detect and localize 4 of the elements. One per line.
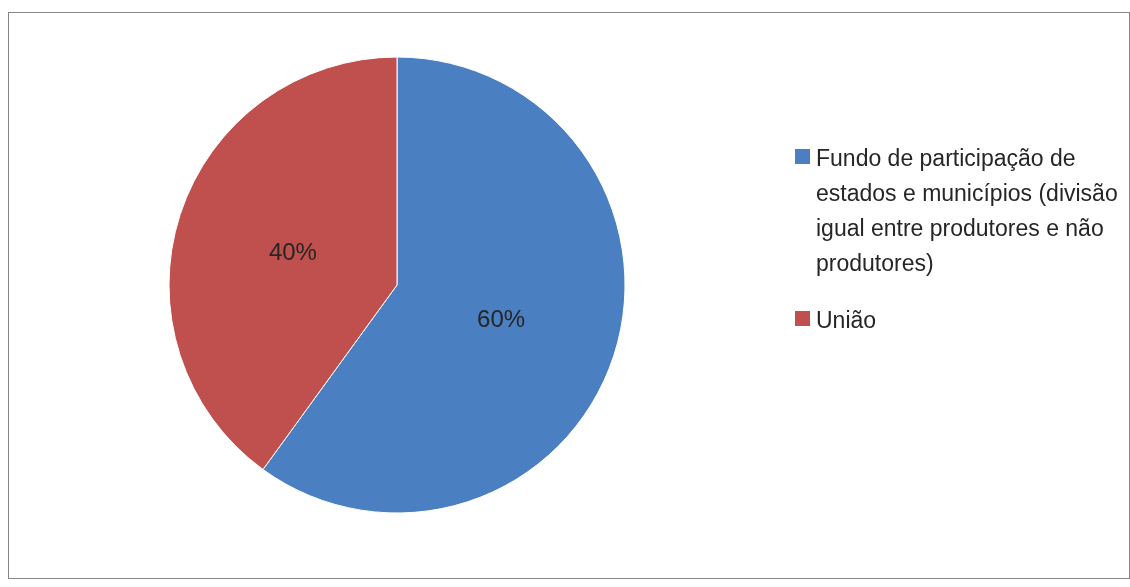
legend-label: Fundo de participação de estados e municípios (divisão igual entre produtores e não produtores)	[816, 144, 1119, 278]
legend-label: União	[816, 306, 878, 335]
data-label: 40%	[268, 237, 317, 265]
data-label: 60%	[477, 305, 526, 333]
